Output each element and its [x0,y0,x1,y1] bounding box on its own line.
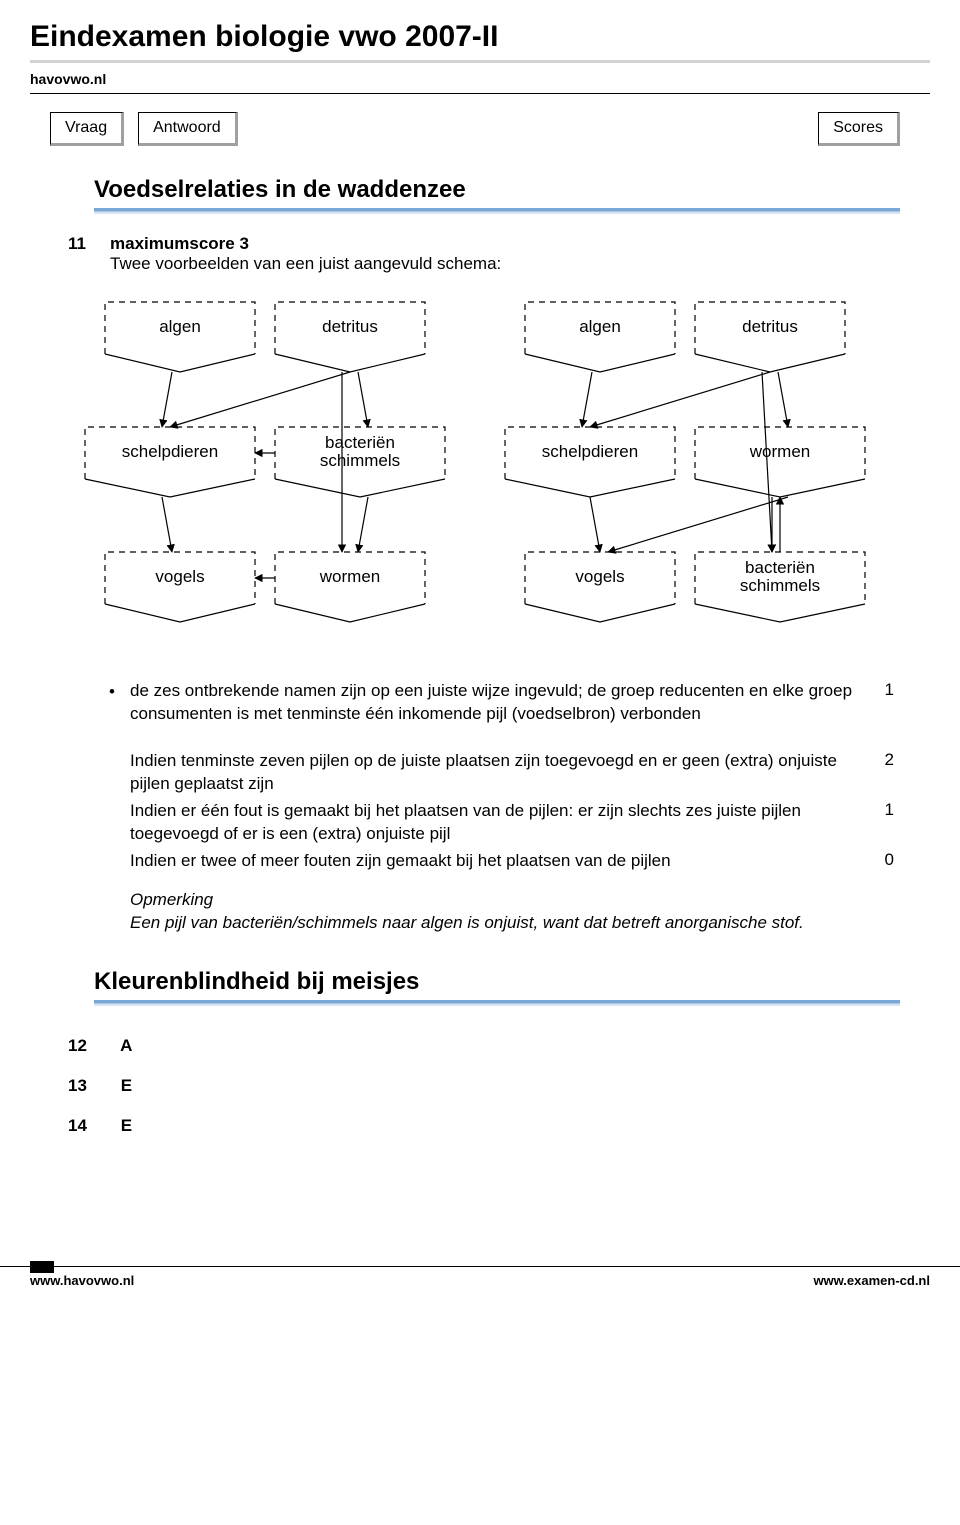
svg-text:bacteriën: bacteriën [325,433,395,452]
answer-14-letter: E [121,1116,132,1135]
svg-text:wormen: wormen [319,567,380,586]
content-area: Vraag Antwoord Scores Voedselrelaties in… [0,112,960,1146]
answer-13-num: 13 [68,1076,116,1096]
col-vraag: Vraag [50,112,124,146]
diagram-wrap: algendetritusschelpdierenbacteriënschimm… [50,292,900,652]
q11-body: maximumscore 3 Twee voorbeelden van een … [110,234,900,274]
thin-rule [30,93,930,94]
scored-text-1: Indien er één fout is gemaakt bij het pl… [94,800,860,846]
bullet-score: 1 [860,680,900,700]
svg-text:schelpdieren: schelpdieren [122,442,218,461]
svg-text:algen: algen [159,317,201,336]
scored-line-1: Indien er één fout is gemaakt bij het pl… [94,800,900,846]
answer-12: 12 A [50,1026,900,1066]
scored-score-2: 0 [860,850,900,873]
q11-row: 11 maximumscore 3 Twee voorbeelden van e… [50,234,900,274]
footer-right: www.examen-cd.nl [813,1273,930,1288]
site-subhead: havovwo.nl [0,67,960,93]
svg-text:vogels: vogels [155,567,204,586]
q11-maxscore: maximumscore 3 [110,234,900,254]
answer-14-num: 14 [68,1116,116,1136]
column-headers: Vraag Antwoord Scores [50,112,900,146]
answer-14: 14 E [50,1106,900,1146]
section2-title: Kleurenblindheid bij meisjes [50,962,900,1000]
section2-bar [94,1000,900,1006]
title-rule [30,60,930,63]
svg-text:wormen: wormen [749,442,810,461]
section1-title: Voedselrelaties in de waddenzee [50,170,900,208]
scored-score-1: 1 [860,800,900,846]
svg-text:schimmels: schimmels [740,576,820,595]
remark-text: Een pijl van bacteriën/schimmels naar al… [130,913,804,932]
svg-text:schimmels: schimmels [320,451,400,470]
svg-text:detritus: detritus [742,317,798,336]
svg-text:bacteriën: bacteriën [745,558,815,577]
diagram-left: algen detritus schelpdieren bacteriënschimm… [75,292,455,652]
answer-12-letter: A [120,1036,132,1055]
footer: www.havovwo.nl www.examen-cd.nl [0,1266,960,1308]
bullet-1: • de zes ontbrekende namen zijn op een j… [94,680,900,726]
q11-intro: Twee voorbeelden van een juist aangevuld… [110,254,900,274]
remark-label: Opmerking [130,890,213,909]
remark: Opmerking Een pijl van bacteriën/schimme… [94,889,900,935]
answer-13: 13 E [50,1066,900,1106]
scored-text-2: Indien er twee of meer fouten zijn gemaa… [94,850,860,873]
svg-text:detritus: detritus [322,317,378,336]
scored-line-2: Indien er twee of meer fouten zijn gemaa… [94,850,900,873]
answer-13-letter: E [121,1076,132,1095]
page: Eindexamen biologie vwo 2007-II havovwo.… [0,0,960,1308]
svg-text:schelpdieren: schelpdieren [542,442,638,461]
col-scores: Scores [818,112,900,146]
section1-bar [94,208,900,214]
col-antwoord: Antwoord [138,112,238,146]
bullet-dot: • [94,680,130,702]
q11-number: 11 [50,234,110,254]
scored-line-0: Indien tenminste zeven pijlen op de juis… [94,750,900,796]
scored-score-0: 2 [860,750,900,796]
answer-12-num: 12 [68,1036,116,1056]
svg-text:algen: algen [579,317,621,336]
svg-text:vogels: vogels [575,567,624,586]
footer-left: www.havovwo.nl [30,1273,134,1288]
scored-text-0: Indien tenminste zeven pijlen op de juis… [94,750,860,796]
diagram-right: algen detritus schelpdieren wormen vogels bac… [495,292,875,652]
exam-title: Eindexamen biologie vwo 2007-II [0,0,960,60]
bullet-text: de zes ontbrekende namen zijn op een jui… [130,680,860,726]
